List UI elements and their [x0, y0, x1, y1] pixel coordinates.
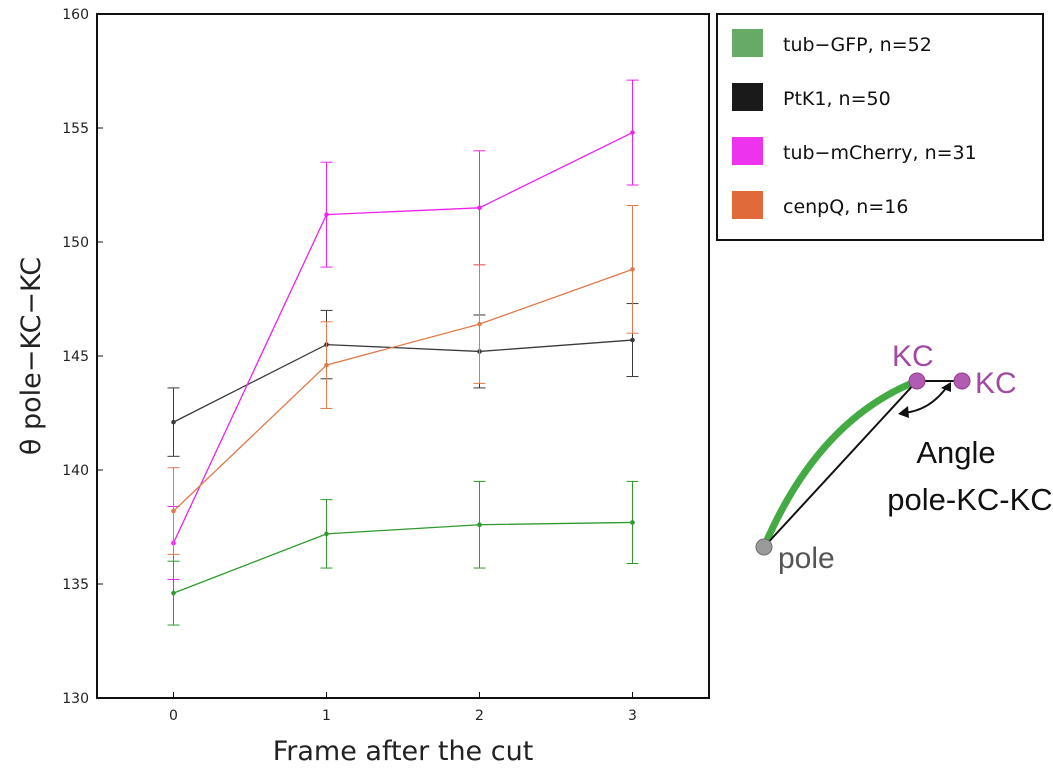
x-tick-label: 0: [169, 708, 178, 724]
plot-area-frame: [96, 13, 710, 699]
data-point: [477, 321, 482, 327]
series-3: [167, 205, 639, 555]
inset-angle-label-line1: Angle: [916, 435, 995, 470]
inset-fiber-arc: [760, 377, 921, 551]
inset-kc-sphere-1: [908, 372, 926, 390]
series-line: [173, 339, 633, 423]
x-tick-label: 1: [322, 708, 331, 724]
y-tick-label: 145: [62, 349, 89, 365]
legend-box: [716, 13, 1044, 241]
data-point: [630, 520, 635, 525]
legend-label: cenpQ, n=16: [783, 196, 908, 218]
inset-angle-arrow-head-2: [941, 382, 951, 392]
data-point: [630, 337, 635, 343]
series-0: [167, 480, 639, 626]
data-point: [324, 362, 329, 368]
data-point: [171, 419, 176, 425]
inset-pole-label: pole: [778, 542, 835, 575]
data-point: [630, 130, 635, 135]
series-layer: [167, 79, 639, 626]
x-axis: 0 1 2 3: [169, 692, 637, 724]
inset-pole-kc-line: [763, 380, 918, 548]
series-line: [173, 521, 633, 594]
data-point: [477, 522, 482, 528]
legend: tub−GFP, n=52 PtK1, n=50 tub−mCherry, n=31…: [716, 13, 1044, 241]
legend-swatch: [732, 83, 763, 111]
legend-label: tub−GFP, n=52: [783, 34, 932, 56]
series-line: [172, 131, 633, 544]
y-tick-label: 140: [62, 463, 89, 479]
legend-swatch: [732, 137, 763, 165]
legend-label: PtK1, n=50: [783, 88, 891, 110]
data-point: [324, 531, 329, 537]
legend-label: tub−mCherry, n=31: [783, 142, 977, 164]
inset-kc-label-1: KC: [892, 340, 934, 373]
x-tick-label: 3: [628, 708, 637, 724]
angle-inset: KC KC Angle pole-KC-KC pole: [755, 340, 1053, 575]
inset-angle-arrow-head-1: [898, 406, 909, 418]
inset-pole-sphere: [755, 538, 773, 556]
y-tick-label: 135: [62, 577, 89, 593]
y-tick-label: 150: [62, 235, 89, 251]
data-point: [630, 267, 635, 272]
inset-angle-label-line2: pole-KC-KC: [887, 482, 1052, 517]
inset-kc-label-2: KC: [975, 367, 1017, 400]
legend-swatch: [732, 29, 763, 57]
y-axis: 130 135 140 145 150 155 160: [62, 7, 103, 707]
y-tick-label: 155: [62, 121, 89, 137]
legend-swatch: [732, 191, 763, 219]
data-point: [477, 205, 482, 211]
series-line: [173, 268, 633, 512]
series-2: [167, 79, 639, 580]
series-1: [167, 303, 639, 457]
inset-kc-sphere-2: [953, 372, 971, 390]
y-tick-label: 130: [62, 691, 89, 707]
data-point: [171, 590, 176, 596]
x-tick-label: 2: [475, 708, 484, 724]
x-axis-title: Frame after the cut: [273, 736, 534, 767]
y-tick-label: 160: [62, 7, 89, 23]
data-point: [171, 508, 176, 514]
y-axis-title: θ pole−KC−KC: [16, 257, 47, 455]
data-point: [324, 212, 329, 217]
